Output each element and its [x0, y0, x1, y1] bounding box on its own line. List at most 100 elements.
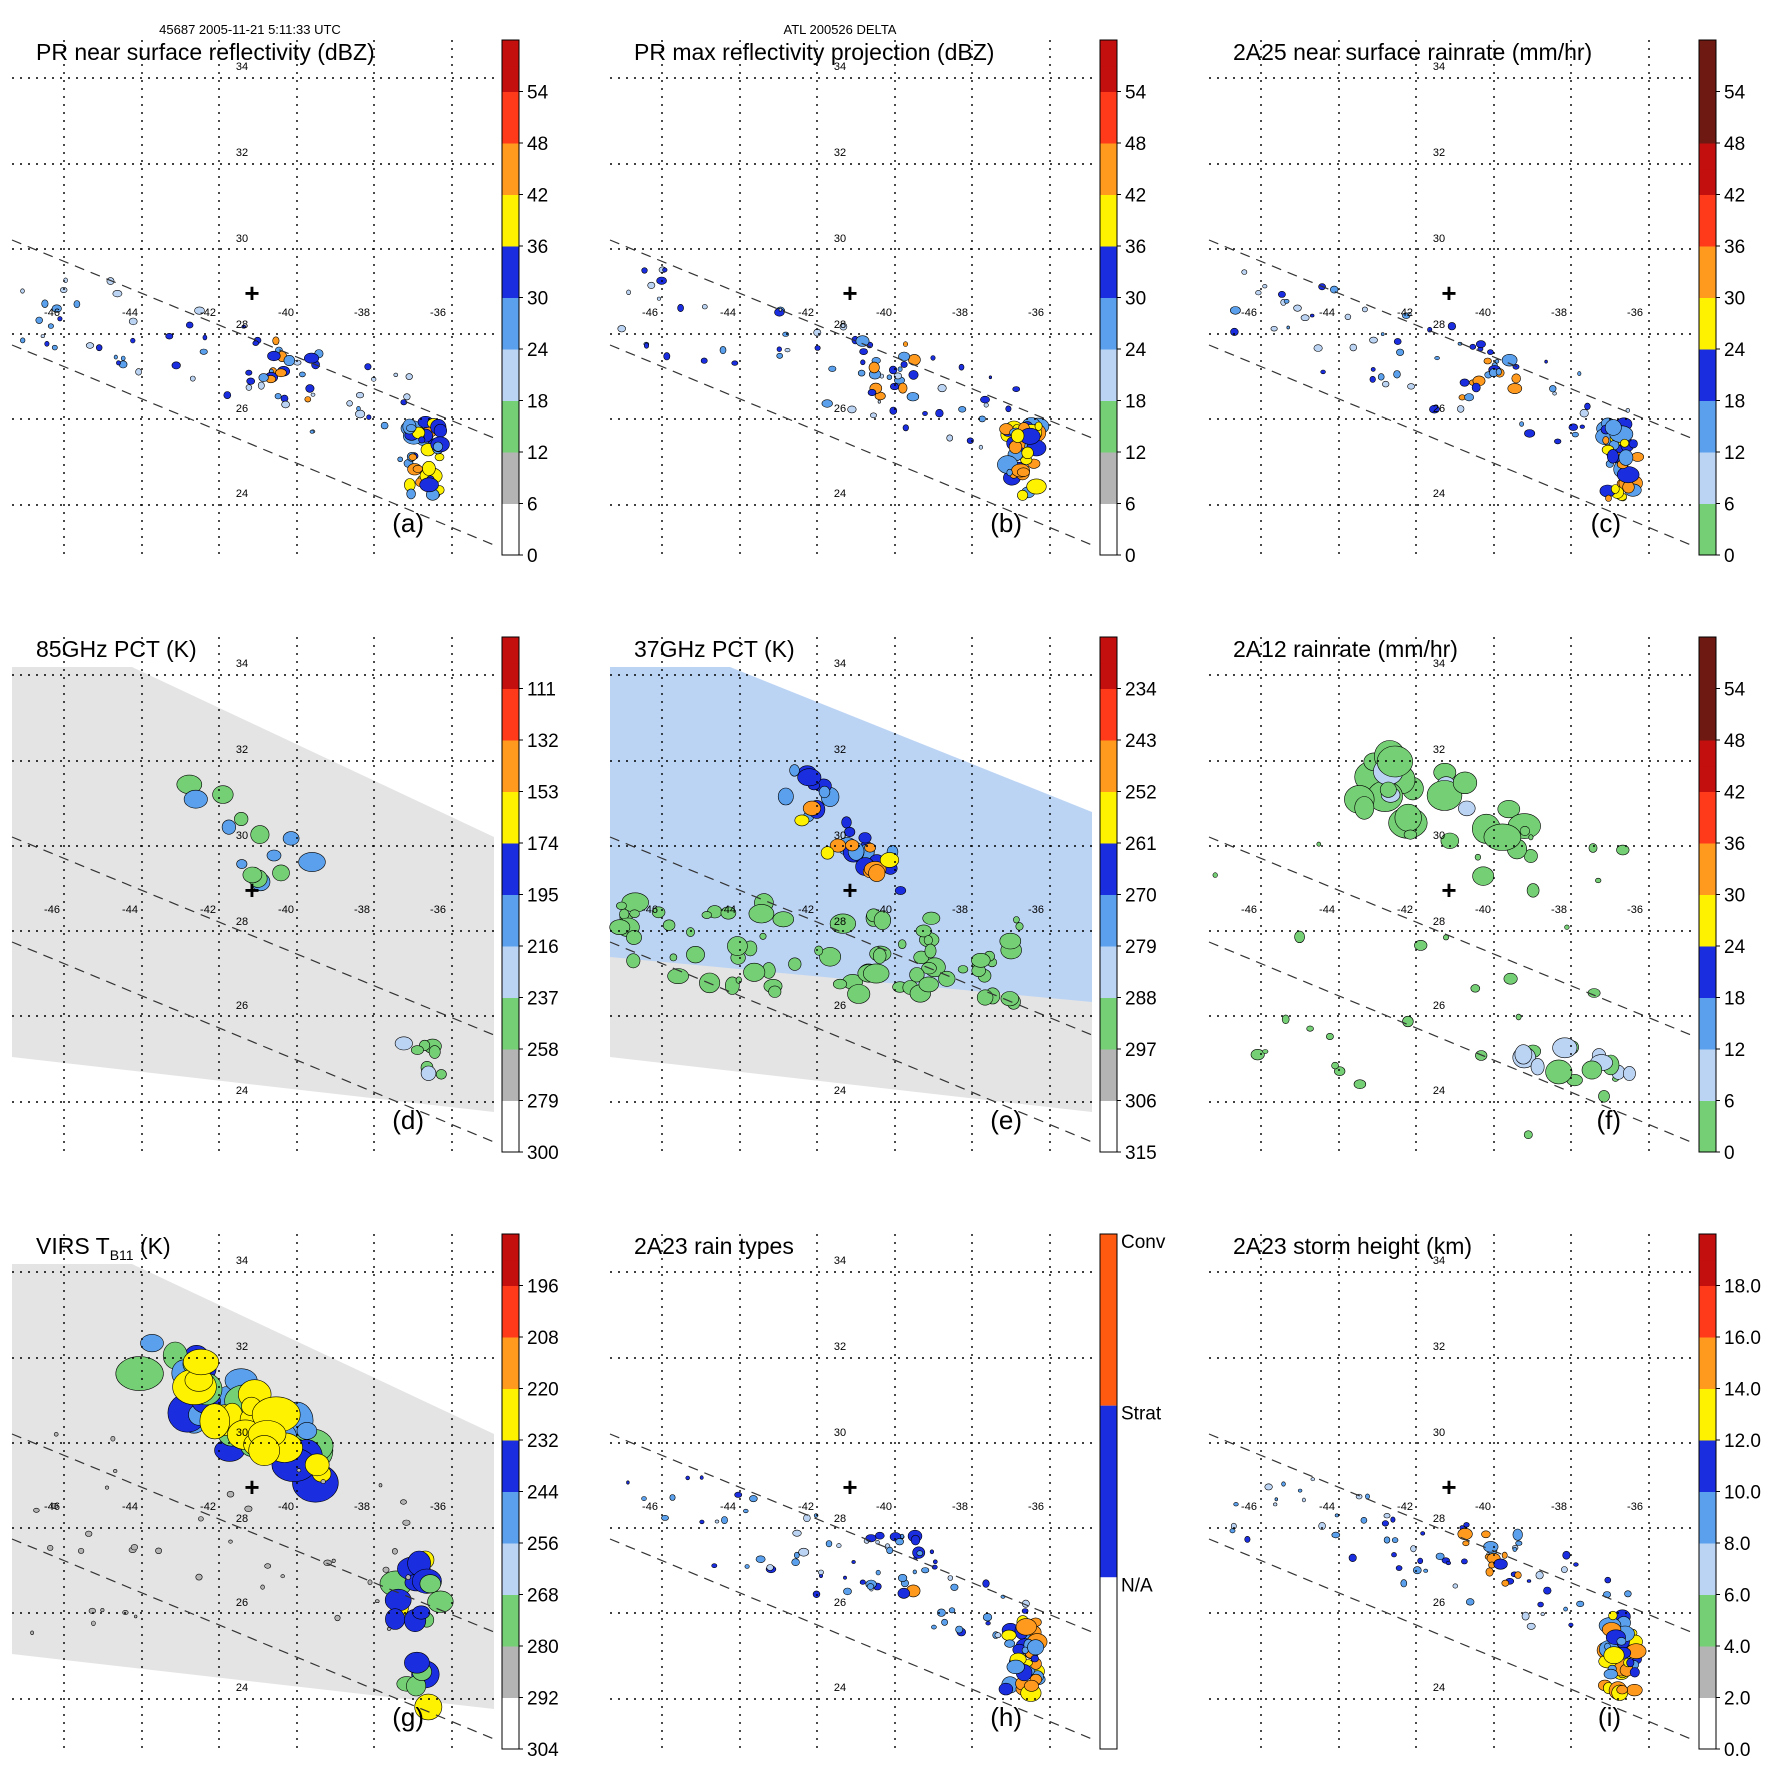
echo-patch: [1294, 930, 1305, 944]
echo-patch: [47, 1544, 54, 1551]
colorbar-tick-label: 4.0: [1724, 1637, 1750, 1658]
colorbar-segment: [1100, 246, 1117, 273]
map-field: [12, 1264, 494, 1721]
echo-patch: [1241, 269, 1248, 275]
echo-patch: [419, 477, 439, 493]
colorbar-segment: [1100, 349, 1117, 376]
colorbar-segment: [1100, 477, 1117, 504]
echo-patch: [272, 864, 290, 882]
echo-patch: [932, 1559, 938, 1565]
echo-patch: [1027, 1639, 1045, 1656]
echo-patch: [414, 1693, 443, 1721]
echo-patch: [731, 360, 739, 366]
echo-patch: [829, 913, 856, 934]
echo-patch: [1524, 429, 1536, 438]
lon-label: -46: [642, 904, 658, 916]
echo-patch: [412, 464, 423, 473]
echo-patch: [1400, 1579, 1408, 1588]
echo-patch: [367, 1579, 373, 1586]
echo-patch: [714, 1519, 720, 1524]
latlon-grid: [1209, 1234, 1691, 1749]
echo-patch: [1349, 343, 1358, 352]
echo-patch: [183, 789, 208, 809]
echo-patch: [91, 1620, 96, 1626]
colorbar-segment: [1699, 1671, 1716, 1698]
colorbar-category-label: Conv: [1121, 1232, 1166, 1253]
echo-patch: [47, 323, 54, 329]
panel-title-main: PR near surface reflectivity (dBZ): [36, 39, 375, 65]
colorbar-segment: [1100, 868, 1117, 895]
echo-patch: [1616, 1685, 1628, 1695]
colorbar-segment: [1699, 194, 1716, 221]
colorbar-tick-label: 244: [527, 1483, 559, 1504]
panel-letter: (i): [1598, 1702, 1621, 1732]
colorbar-segment: [502, 817, 519, 844]
colorbar-segment: [1699, 477, 1716, 504]
echo-patch: [1464, 393, 1474, 402]
echo-patch: [190, 375, 196, 382]
echo-patch: [35, 316, 43, 324]
echo-patch: [794, 1551, 800, 1559]
lat-label: 28: [1433, 1513, 1445, 1525]
echo-patch: [20, 337, 26, 344]
colorbar-segment: [1699, 91, 1716, 118]
echo-patch: [699, 1475, 704, 1480]
colorbar-tick-label: 243: [1125, 731, 1157, 752]
echo-patch: [1005, 405, 1012, 413]
lon-label: -38: [354, 1501, 370, 1513]
echo-patch: [725, 976, 740, 995]
echo-patch: [397, 456, 404, 462]
colorbar-segment: [1100, 271, 1117, 298]
lon-label: -46: [44, 904, 60, 916]
colorbar-segment: [1699, 1414, 1716, 1441]
lon-label: -36: [430, 307, 446, 319]
echo-patch: [1487, 349, 1494, 355]
echo-patch: [912, 1569, 917, 1575]
colorbar-segment: [1699, 791, 1716, 818]
echo-patch: [435, 1069, 447, 1080]
echo-patch: [893, 372, 903, 380]
echo-patch: [855, 335, 870, 347]
echo-patch: [309, 429, 315, 434]
echo-patch: [1515, 1540, 1523, 1546]
echo-patch: [386, 1627, 392, 1631]
swath-edge-upper: [1208, 836, 1692, 1036]
echo-patch: [1588, 843, 1598, 853]
colorbar-segment: [1699, 271, 1716, 298]
echo-patch: [296, 1422, 318, 1440]
colorbar-segment: [1100, 168, 1117, 195]
echo-patch: [1540, 1612, 1545, 1616]
lat-label: 32: [236, 147, 248, 159]
echo-patch: [1021, 1608, 1029, 1614]
echo-patch: [1004, 1639, 1016, 1648]
colorbar-segment: [1699, 374, 1716, 401]
echo-patch: [186, 321, 194, 329]
echo-patch: [818, 785, 831, 799]
echo-patch: [825, 1540, 833, 1548]
colorbar-tick-label: 297: [1125, 1040, 1157, 1061]
colorbar-segment: [1100, 400, 1117, 427]
echo-patch: [1521, 1611, 1530, 1621]
colorbar-category-label: Strat: [1121, 1404, 1162, 1425]
colorbar-segment: [1100, 1126, 1117, 1153]
colorbar-tick-label: 6: [1724, 1092, 1735, 1113]
echo-patch: [1316, 841, 1322, 847]
colorbar-segment: [1100, 662, 1117, 689]
echo-patch: [836, 1543, 842, 1548]
lat-label: 28: [236, 319, 248, 331]
echo-patch: [1000, 991, 1019, 1007]
echo-patch: [1605, 494, 1612, 502]
echo-patch: [85, 1530, 93, 1537]
colorbar-segment: [1699, 323, 1716, 350]
echo-patch: [998, 1682, 1014, 1696]
echo-patch: [1379, 781, 1397, 798]
echo-patch: [931, 1624, 937, 1630]
echo-patch: [1579, 409, 1589, 418]
echo-patch: [1603, 1646, 1625, 1665]
echo-patch: [1475, 340, 1486, 348]
echo-patch: [228, 1539, 233, 1544]
echo-patch: [1523, 1130, 1533, 1140]
colorbar-segment: [502, 168, 519, 195]
colorbar-segment: [502, 1671, 519, 1698]
echo-patch: [877, 399, 881, 404]
